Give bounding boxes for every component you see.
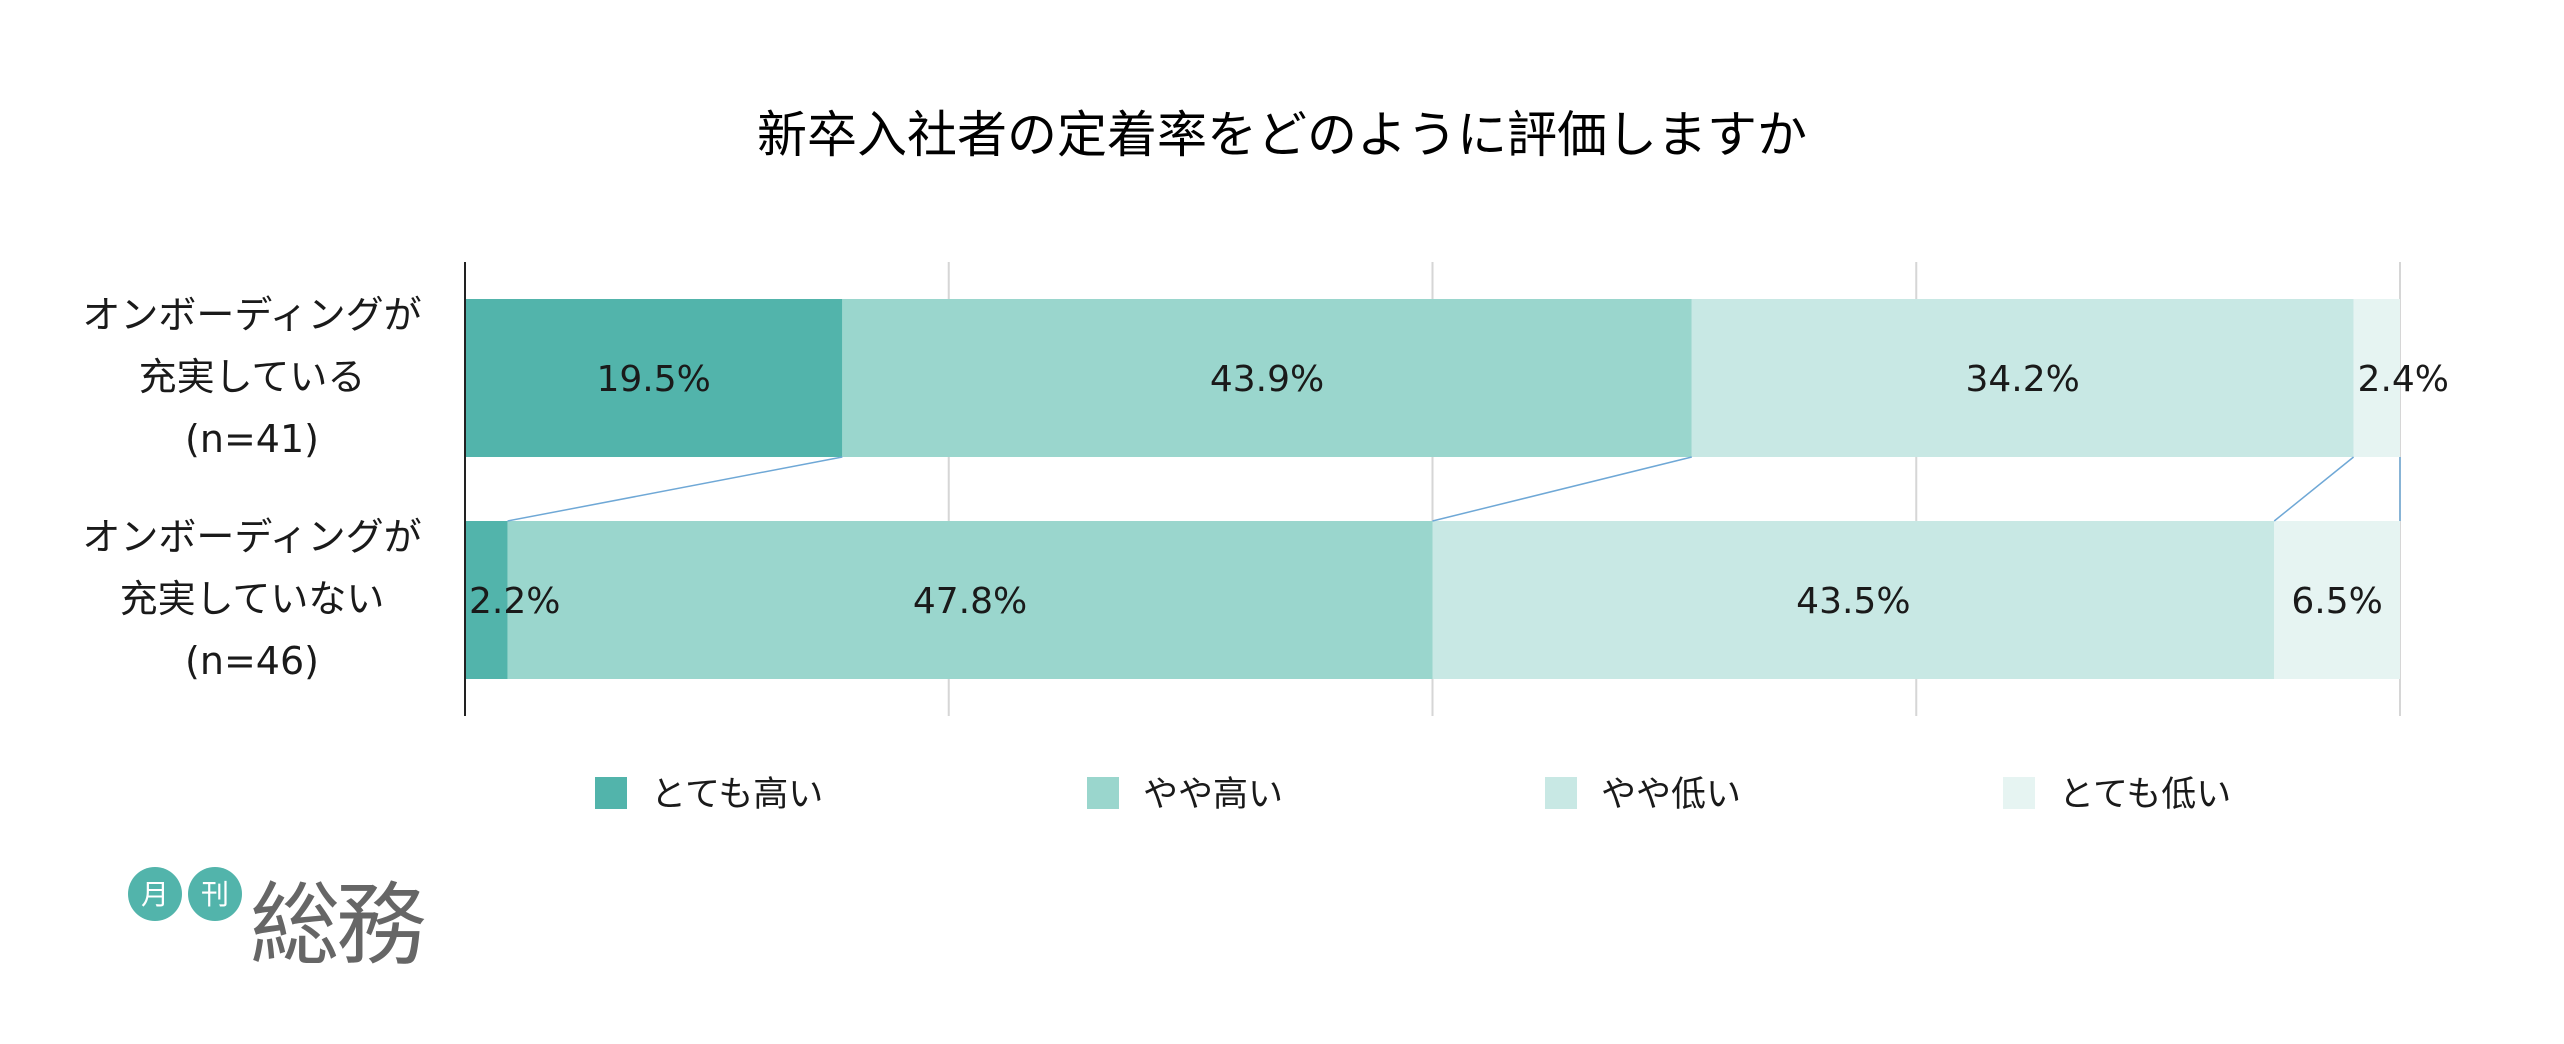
logo-mark-2: 刊 [201,878,229,911]
category-labels: オンボーディングが充実している (n=41) オンボーディングが充実していない (n=… [82,293,421,683]
category-label-line: (n=41) [185,417,319,461]
bar-segment [465,521,508,679]
value-label: 2.4% [2358,359,2449,400]
category-label-line: 充実している [139,355,366,399]
category-label-line: オンボーディングが [82,515,421,559]
category-label: オンボーディングが充実している (n=41) [82,293,421,461]
category-label-line: オンボーディングが [82,293,421,337]
legend: とても高い やや高い やや低い とても低い [595,775,2231,815]
legend-label: とても高い [651,775,823,815]
legend-swatch [595,777,627,809]
value-label: 34.2% [1965,359,2079,400]
value-label: 19.5% [596,359,710,400]
value-label: 6.5% [2291,581,2382,622]
legend-label: やや低い [1601,775,1741,815]
connector-line [2273,456,2355,522]
value-label: 43.5% [1796,581,1910,622]
logo-mark-1: 月 [141,878,169,911]
value-labels: 19.5% 43.9% 34.2% 2.4% 2.2% 47.8% 43.5% 6.5% [469,359,2449,622]
bar-segment [2274,521,2400,679]
value-label: 2.2% [469,581,560,622]
bar-segment [842,299,1692,457]
series-connector-lines [507,456,2401,522]
value-label: 47.8% [913,581,1027,622]
bar-segment [507,521,1433,679]
category-label-line: (n=46) [185,639,319,683]
legend-label: とても低い [2059,775,2231,815]
chart-title: 新卒入社者の定着率をどのように評価しますか [757,106,1807,164]
legend-swatch [1545,777,1577,809]
legend-label: やや高い [1143,775,1283,815]
category-label: オンボーディングが充実していない (n=46) [82,515,421,683]
legend-swatch [2003,777,2035,809]
bar-segment [1691,299,2354,457]
bar-segment [1432,521,2275,679]
logo-text: 総務 [250,873,425,966]
connector-line [1432,456,1692,522]
connector-line [507,456,843,522]
logo: 月 刊 総務 [128,867,428,966]
legend-swatch [1087,777,1119,809]
bar-segments [465,299,2400,679]
bar-segment [465,299,843,457]
bar-segment [2353,299,2400,457]
logo-mark-1-circle [128,867,182,921]
logo-mark-2-circle [188,867,242,921]
category-label-line: 充実していない [120,577,385,621]
value-label: 43.9% [1210,359,1324,400]
